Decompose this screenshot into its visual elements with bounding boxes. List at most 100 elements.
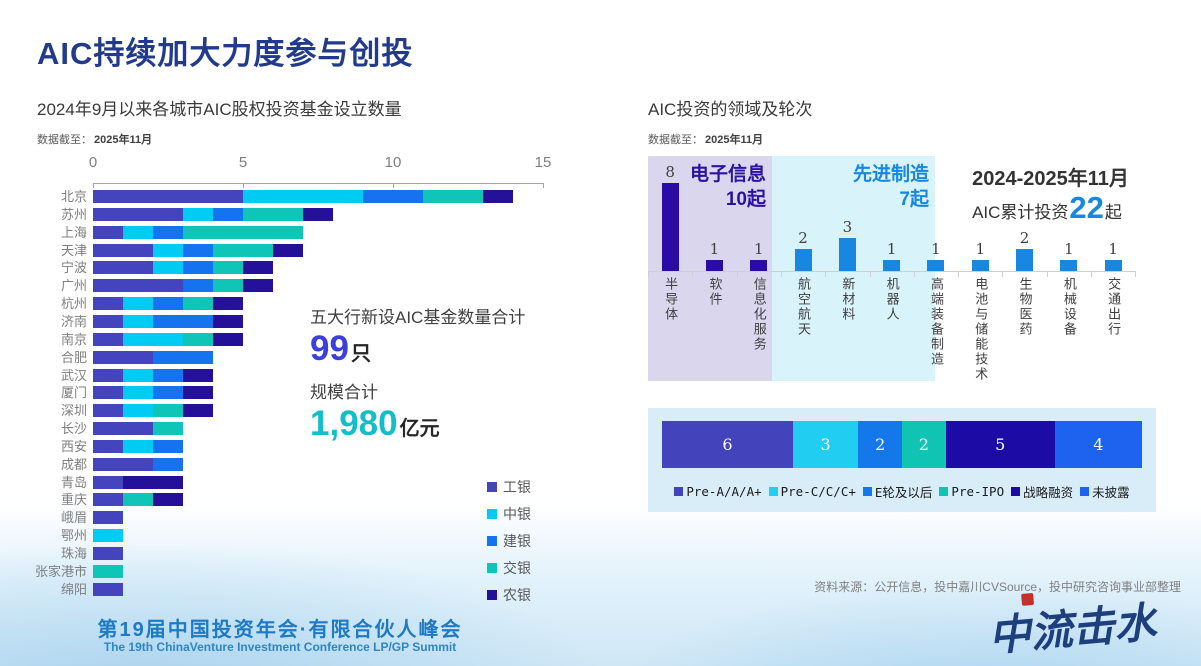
- bar-segment-农银: [483, 190, 513, 203]
- city-row: 深圳: [0, 404, 610, 418]
- seal-icon: [1021, 592, 1035, 606]
- period-label: 2024-2025年11月: [972, 168, 1129, 190]
- city-label: 北京: [60, 189, 87, 204]
- city-funds-rows: 北京 苏州 上海 天津 宁波 广州 杭州 济南 南京 合肥 武汉 厦门 深圳 长沙 西安 成都 青岛 重庆 峨眉 鄂州…: [0, 190, 610, 602]
- sector-axis-tick: [1002, 272, 1004, 277]
- x-axis-tick: [243, 183, 244, 188]
- group2-count: 7起: [899, 189, 929, 210]
- sector-bar: [883, 260, 901, 271]
- bar-segment-中银: [123, 404, 153, 418]
- bank-legend: 工银 中银 建银 交银 农银: [487, 473, 531, 608]
- sector-bar-value: 1: [886, 240, 897, 258]
- bar-segment-建银: [183, 261, 213, 275]
- city-label: 天津: [60, 242, 87, 258]
- bar-segment-建银: [153, 350, 213, 364]
- scale-total-unit: 亿元: [399, 418, 440, 440]
- sector-category-label: 生物医药: [1017, 277, 1033, 337]
- bar-segment-农银: [213, 297, 243, 311]
- sector-bar: [971, 260, 989, 271]
- bar-segment-交银: [183, 332, 213, 346]
- city-row: 珠海: [0, 547, 610, 560]
- sector-bar-value: 1: [753, 240, 764, 258]
- bar-segment-工银: [93, 439, 123, 453]
- city-row: 成都: [0, 456, 610, 472]
- legend-label: 建银: [503, 532, 531, 549]
- total-value: 22: [1069, 190, 1104, 225]
- legend-item: 农银: [487, 581, 531, 608]
- scale-total-label: 规模合计: [310, 383, 378, 402]
- sector-bar: [838, 238, 856, 271]
- bar-segment-交银: [183, 297, 213, 311]
- round-segment-Pre-A/A/A+: 6: [662, 421, 793, 468]
- sector-axis-tick: [913, 272, 915, 277]
- city-row: 西安: [0, 439, 610, 453]
- bar-segment-建银: [363, 190, 423, 203]
- bar-segment-农银: [153, 493, 183, 507]
- x-axis-tick: [393, 183, 394, 188]
- round-legend-item: Pre-IPO: [939, 484, 1004, 499]
- sector-category-label: 半导体: [663, 277, 679, 322]
- note-date: 2025年11月: [94, 134, 153, 146]
- round-legend-item: E轮及以后: [862, 482, 932, 501]
- bar-segment-中银: [183, 207, 213, 221]
- bar-segment-工银: [93, 511, 123, 525]
- city-label: 鄂州: [60, 528, 87, 544]
- round-segment-Pre-IPO: 2: [902, 421, 946, 468]
- sector-bar: [794, 249, 812, 271]
- city-row: 杭州: [0, 297, 610, 311]
- city-row: 广州: [0, 279, 610, 293]
- scale-total-value: 1,980: [310, 404, 398, 443]
- city-label: 张家港市: [34, 563, 87, 579]
- legend-label: 工银: [503, 478, 531, 495]
- sector-axis-tick: [1091, 272, 1092, 277]
- sector-bar: [927, 260, 945, 271]
- city-row: 苏州: [0, 207, 610, 221]
- x-axis-tick-label: 10: [384, 154, 402, 171]
- logo-text: 中流击水: [986, 597, 1159, 661]
- sector-bar-value: 1: [1108, 240, 1118, 258]
- bar-segment-工银: [93, 422, 153, 436]
- sector-bar-value: 1: [709, 240, 720, 258]
- bar-segment-建银: [183, 243, 213, 257]
- right-chart-note: 数据截至： 2025年11月: [648, 131, 763, 147]
- background-watercolor: [0, 501, 1201, 666]
- sector-bar: [705, 260, 723, 271]
- legend-swatch: [487, 481, 497, 492]
- bar-segment-中银: [93, 529, 123, 543]
- city-row: 武汉: [0, 368, 610, 382]
- bar-segment-工银: [93, 547, 123, 560]
- bar-segment-建银: [153, 386, 183, 400]
- bar-segment-建银: [153, 297, 183, 311]
- x-axis-tick-label: 15: [534, 154, 552, 171]
- bar-segment-农银: [243, 279, 273, 293]
- sector-category-label: 机械设备: [1061, 277, 1077, 337]
- sector-category-label: 新材料: [840, 277, 856, 322]
- sector-axis-tick: [869, 272, 871, 277]
- bar-segment-建银: [153, 457, 183, 471]
- sector-bars: 8 半导体 1 软件 1 信息化服务 2 航空航天 3 新材料 1 机器人 1 高端装备制造 1 电池与储能技…: [648, 156, 1153, 391]
- sector-axis-tick: [825, 272, 827, 277]
- legend-swatch: [1011, 487, 1021, 496]
- sector-axis-tick: [692, 272, 694, 277]
- round-segment-战略融资: 5: [945, 421, 1055, 468]
- sector-axis-tick: [958, 272, 960, 277]
- bar-segment-工银: [93, 368, 123, 382]
- bar-segment-工银: [93, 475, 123, 489]
- x-axis-tick: [93, 183, 94, 188]
- bar-segment-工银: [93, 350, 153, 364]
- city-row: 天津: [0, 242, 610, 258]
- bar-segment-农银: [183, 404, 213, 418]
- city-label: 成都: [60, 456, 87, 472]
- sector-category-label: 高端装备制造: [928, 277, 944, 367]
- sector-chart: 电子信息 10起 先进制造 7起 2024-2025年11月 AIC累计投资 2…: [648, 156, 1153, 391]
- bar-segment-工银: [93, 261, 153, 275]
- bar-segment-中银: [153, 243, 183, 257]
- x-axis-line: [93, 183, 543, 184]
- sector-bar-value: 2: [798, 229, 808, 247]
- summary-annotation: 五大行新设AIC基金数量合计 99 只 规模合计 1,980 亿元: [310, 303, 525, 453]
- legend-swatch: [1080, 487, 1090, 496]
- city-row: 张家港市: [0, 563, 610, 579]
- group1-count: 10起: [725, 189, 766, 210]
- legend-swatch: [487, 508, 497, 519]
